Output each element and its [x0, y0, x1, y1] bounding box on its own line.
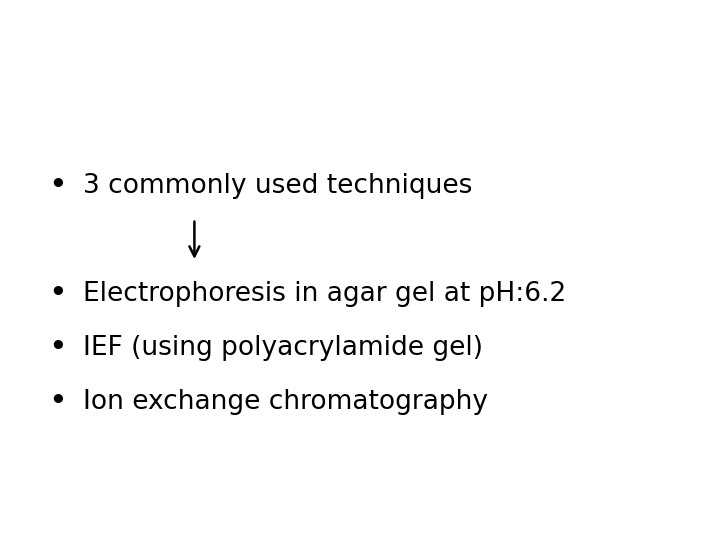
Text: •: • [49, 389, 66, 415]
Text: Electrophoresis in agar gel at pH:6.2: Electrophoresis in agar gel at pH:6.2 [83, 281, 566, 307]
Text: IEF (using polyacrylamide gel): IEF (using polyacrylamide gel) [83, 335, 483, 361]
Text: •: • [49, 173, 66, 199]
Text: •: • [49, 281, 66, 307]
Text: •: • [49, 335, 66, 361]
Text: Ion exchange chromatography: Ion exchange chromatography [83, 389, 488, 415]
Text: 3 commonly used techniques: 3 commonly used techniques [83, 173, 472, 199]
